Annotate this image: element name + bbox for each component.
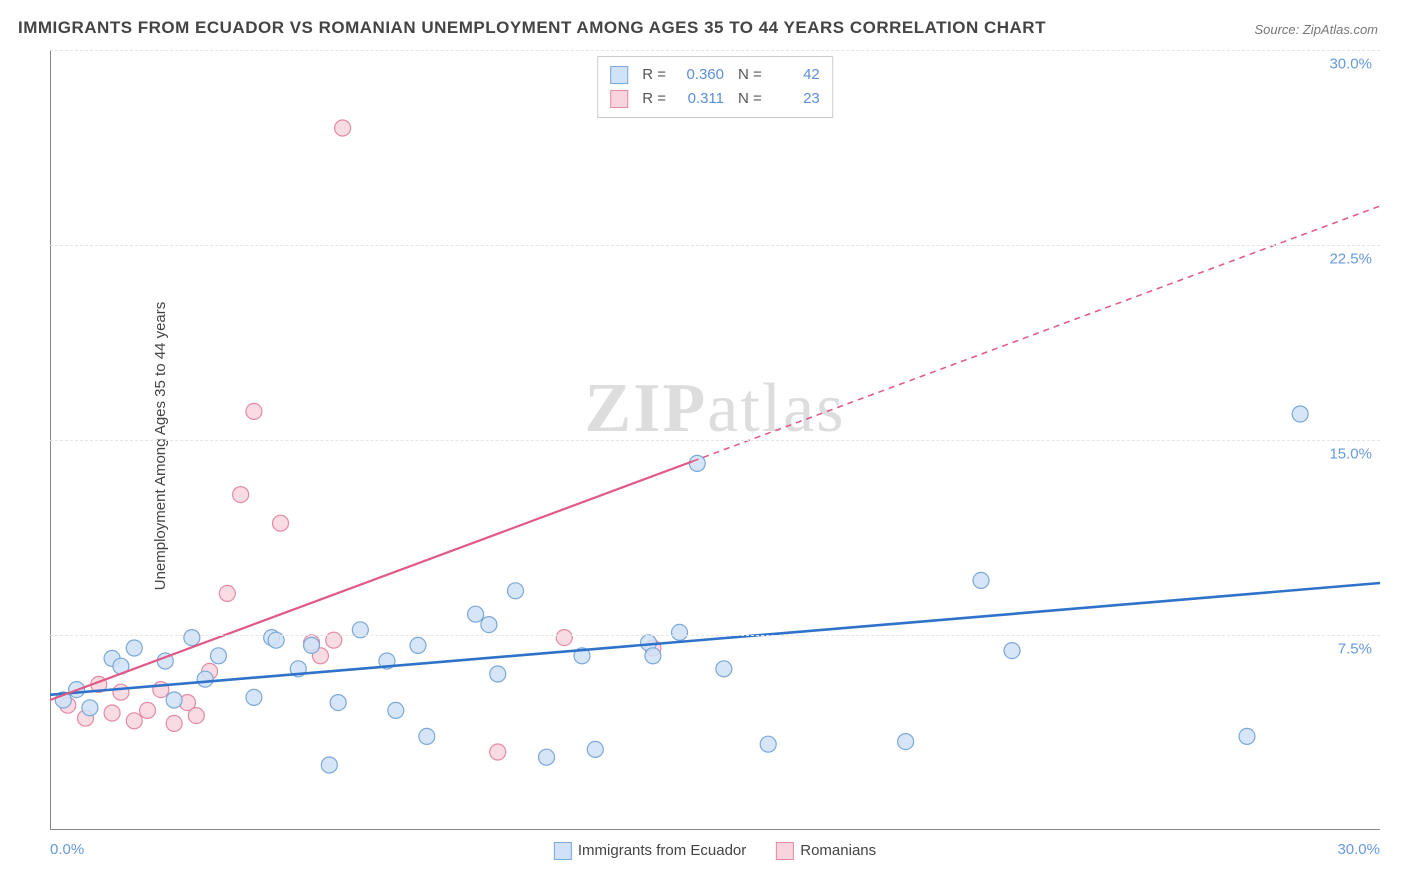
- data-point: [210, 648, 226, 664]
- legend-swatch: [610, 66, 628, 84]
- data-point: [233, 487, 249, 503]
- data-point: [304, 637, 320, 653]
- trend-line: [50, 583, 1380, 695]
- gridline: [50, 50, 1380, 51]
- legend-swatch: [554, 842, 572, 860]
- legend-n-label: N =: [738, 87, 762, 111]
- data-point: [689, 455, 705, 471]
- correlation-legend: R = 0.360 N = 42 R = 0.311 N = 23: [597, 56, 833, 118]
- legend-swatch: [610, 90, 628, 108]
- source-attribution: Source: ZipAtlas.com: [1254, 22, 1378, 37]
- legend-label: Immigrants from Ecuador: [578, 842, 746, 859]
- data-point: [126, 640, 142, 656]
- data-point: [246, 403, 262, 419]
- data-point: [1004, 643, 1020, 659]
- data-point: [113, 684, 129, 700]
- legend-r-label: R =: [642, 63, 666, 87]
- data-point: [973, 572, 989, 588]
- data-point: [104, 705, 120, 721]
- data-point: [898, 734, 914, 750]
- legend-r-value: 0.360: [680, 63, 724, 87]
- data-point: [82, 700, 98, 716]
- data-point: [140, 702, 156, 718]
- data-point: [556, 630, 572, 646]
- legend-row: R = 0.360 N = 42: [610, 63, 820, 87]
- data-point: [490, 744, 506, 760]
- trend-line: [50, 461, 693, 700]
- x-tick-label: 30.0%: [1337, 841, 1380, 858]
- gridline: [50, 635, 1380, 636]
- data-point: [188, 708, 204, 724]
- data-point: [468, 606, 484, 622]
- data-point: [672, 624, 688, 640]
- chart-title: IMMIGRANTS FROM ECUADOR VS ROMANIAN UNEM…: [18, 18, 1046, 38]
- legend-r-value: 0.311: [680, 87, 724, 111]
- data-point: [219, 585, 235, 601]
- gridline: [50, 440, 1380, 441]
- data-point: [587, 741, 603, 757]
- data-point: [166, 715, 182, 731]
- legend-n-label: N =: [738, 63, 762, 87]
- data-point: [335, 120, 351, 136]
- legend-row: R = 0.311 N = 23: [610, 87, 820, 111]
- data-point: [246, 689, 262, 705]
- data-point: [716, 661, 732, 677]
- gridline: [50, 245, 1380, 246]
- data-point: [321, 757, 337, 773]
- data-point: [490, 666, 506, 682]
- y-tick-label: 7.5%: [1338, 641, 1372, 658]
- legend-n-value: 42: [776, 63, 820, 87]
- plot-area: ZIPatlas R =0.360N =42R =0.311N =23 Immi…: [50, 50, 1380, 830]
- legend-item: Romanians: [776, 842, 876, 860]
- data-point: [126, 713, 142, 729]
- data-point: [184, 630, 200, 646]
- data-point: [645, 648, 661, 664]
- y-tick-label: 22.5%: [1329, 251, 1372, 268]
- legend-r-label: R =: [642, 87, 666, 111]
- y-tick-label: 15.0%: [1329, 446, 1372, 463]
- data-point: [539, 749, 555, 765]
- data-point: [419, 728, 435, 744]
- data-point: [388, 702, 404, 718]
- data-point: [760, 736, 776, 752]
- data-point: [481, 617, 497, 633]
- data-point: [330, 695, 346, 711]
- legend-label: Romanians: [800, 842, 876, 859]
- x-tick-label: 0.0%: [50, 841, 84, 858]
- data-point: [508, 583, 524, 599]
- data-point: [1239, 728, 1255, 744]
- data-point: [1292, 406, 1308, 422]
- data-point: [166, 692, 182, 708]
- legend-item: Immigrants from Ecuador: [554, 842, 746, 860]
- legend-swatch: [776, 842, 794, 860]
- data-point: [410, 637, 426, 653]
- series-legend: Immigrants from Ecuador Romanians: [554, 842, 876, 860]
- y-tick-label: 30.0%: [1329, 56, 1372, 73]
- data-point: [197, 671, 213, 687]
- data-point: [273, 515, 289, 531]
- legend-n-value: 23: [776, 87, 820, 111]
